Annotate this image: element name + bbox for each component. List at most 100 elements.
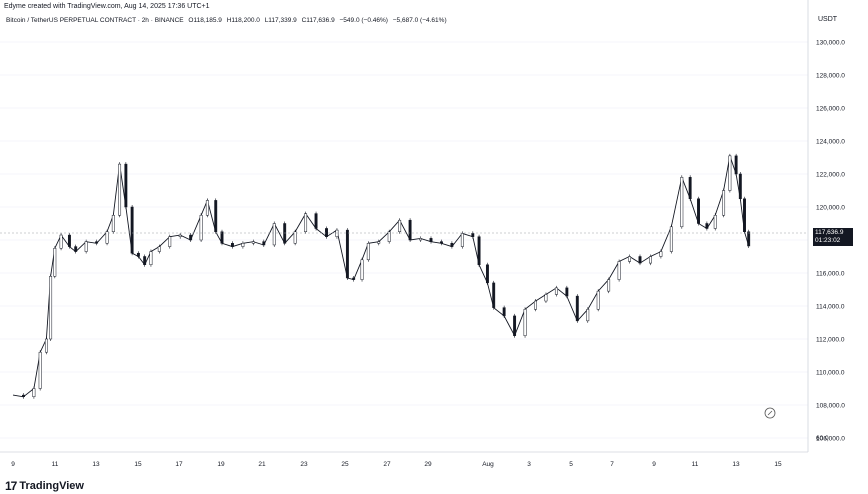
candle-body (314, 213, 318, 229)
candle-body (105, 231, 109, 244)
candle-body (360, 259, 364, 280)
x-tick-label: 15 (134, 461, 142, 468)
candle-body (450, 243, 454, 247)
x-tick-label: 25 (341, 461, 349, 468)
candle-body (734, 155, 738, 175)
candle-body (669, 226, 673, 252)
candle-body (419, 238, 423, 241)
y-tick-label: 106,000.0 (816, 436, 845, 443)
candle-body (565, 287, 569, 297)
x-tick-label: 9 (11, 461, 15, 468)
candle-body (713, 215, 717, 229)
y-tick-label: 116,000.0 (816, 271, 845, 278)
x-tick-label: 19 (217, 461, 225, 468)
candle-body (408, 219, 412, 241)
candle-body (178, 234, 182, 237)
candle-body (130, 206, 134, 254)
candle-body (149, 251, 153, 266)
candle-body (136, 252, 140, 257)
open-value: O118,185.9 (188, 17, 222, 24)
candle-body (492, 282, 496, 308)
candle-body (38, 351, 42, 389)
candle-body (697, 198, 700, 224)
candle-body (460, 233, 464, 247)
y-tick-label: 126,000.0 (816, 106, 845, 113)
candle-body (554, 287, 558, 295)
candle-body (241, 243, 245, 247)
symbol-title[interactable]: Bitcoin / TetherUS PERPETUAL CONTRACT · … (6, 17, 184, 24)
candle-body (429, 238, 433, 242)
candle-body (231, 243, 234, 247)
tradingview-name: TradingView (19, 480, 84, 492)
candle-body (688, 177, 692, 200)
candle-body (607, 279, 611, 292)
candle-body (168, 236, 172, 247)
y-tick-label: 120,000.0 (816, 205, 845, 212)
candle-body (262, 241, 266, 246)
candle-body (118, 163, 122, 216)
x-tick-label: 17 (175, 461, 183, 468)
chart-grid (0, 41, 808, 439)
candle-body (440, 241, 443, 244)
candle-body (272, 223, 276, 246)
candle-body (738, 173, 742, 199)
axis-lines (0, 0, 809, 453)
x-tick-label: 13 (732, 461, 740, 468)
candle-body (523, 309, 527, 336)
candle-body (59, 234, 63, 249)
y-tick-label: 122,000.0 (816, 172, 845, 179)
last-price-tag: 117,636.9 01:23:02 (813, 228, 853, 246)
candle-body (617, 261, 621, 280)
x-tick-label: Aug (482, 461, 494, 468)
candle-body (544, 294, 548, 302)
x-tick-label: 23 (300, 461, 308, 468)
replay-icon[interactable] (764, 407, 776, 419)
candle-body (143, 256, 147, 265)
candle-body (293, 231, 297, 244)
y-tick-label: 130,000.0 (816, 40, 845, 47)
candle-body (74, 246, 78, 252)
candle-body (325, 228, 328, 237)
candle-body (628, 256, 631, 262)
y-tick-label: 60.0 (816, 435, 829, 442)
symbol-legend: Bitcoin / TetherUS PERPETUAL CONTRACT · … (6, 17, 450, 24)
candle-series (12, 153, 751, 399)
candle-body (44, 338, 48, 353)
candle-body (22, 394, 25, 398)
y-axis-labels: 130,000.0 128,000.0 126,000.0 124,000.0 122,… (816, 40, 845, 443)
candle-body (680, 177, 684, 228)
x-tick-label: 13 (92, 461, 100, 468)
candle-body (728, 155, 732, 191)
x-tick-label: 9 (652, 461, 656, 468)
candle-body (199, 215, 203, 241)
candle-body (214, 200, 218, 232)
candle-body (638, 256, 642, 264)
candle-body (722, 190, 726, 216)
candle-body (251, 241, 255, 244)
y-tick-label: 128,000.0 (816, 73, 845, 80)
candle-body (366, 243, 370, 261)
candle-body (377, 241, 381, 244)
candle-body (67, 234, 71, 247)
x-tick-label: 21 (258, 461, 266, 468)
last-price: 117,636.9 (815, 229, 844, 236)
x-tick-label: 11 (692, 461, 699, 468)
candle-body (205, 200, 209, 216)
x-tick-label: 7 (610, 461, 614, 468)
candle-body (705, 223, 709, 229)
candle-body (586, 309, 590, 322)
currency-label[interactable]: USDT (818, 16, 838, 23)
y-tick-label: 114,000.0 (816, 304, 845, 311)
candle-body (352, 277, 356, 280)
volume-change-value: −5,687.0 (−4.61%) (392, 17, 447, 24)
y-tick-label: 108,000.0 (816, 403, 845, 410)
candle-body (53, 248, 57, 277)
candle-body (534, 300, 537, 310)
candle-body (596, 290, 600, 310)
replay-arrow (767, 410, 773, 416)
candle-body (387, 231, 391, 242)
candle-body (398, 219, 402, 232)
x-axis-labels: 9 11 13 15 17 19 21 23 25 27 29 Aug 3 5 7 9 11 13 15 (11, 461, 782, 468)
y-tick-label: 124,000.0 (816, 139, 845, 146)
